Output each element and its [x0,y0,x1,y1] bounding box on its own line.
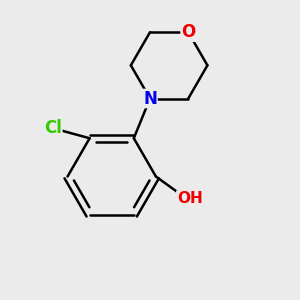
Text: OH: OH [177,191,203,206]
Text: O: O [181,23,195,41]
Text: Cl: Cl [44,119,62,137]
Text: N: N [143,89,157,107]
